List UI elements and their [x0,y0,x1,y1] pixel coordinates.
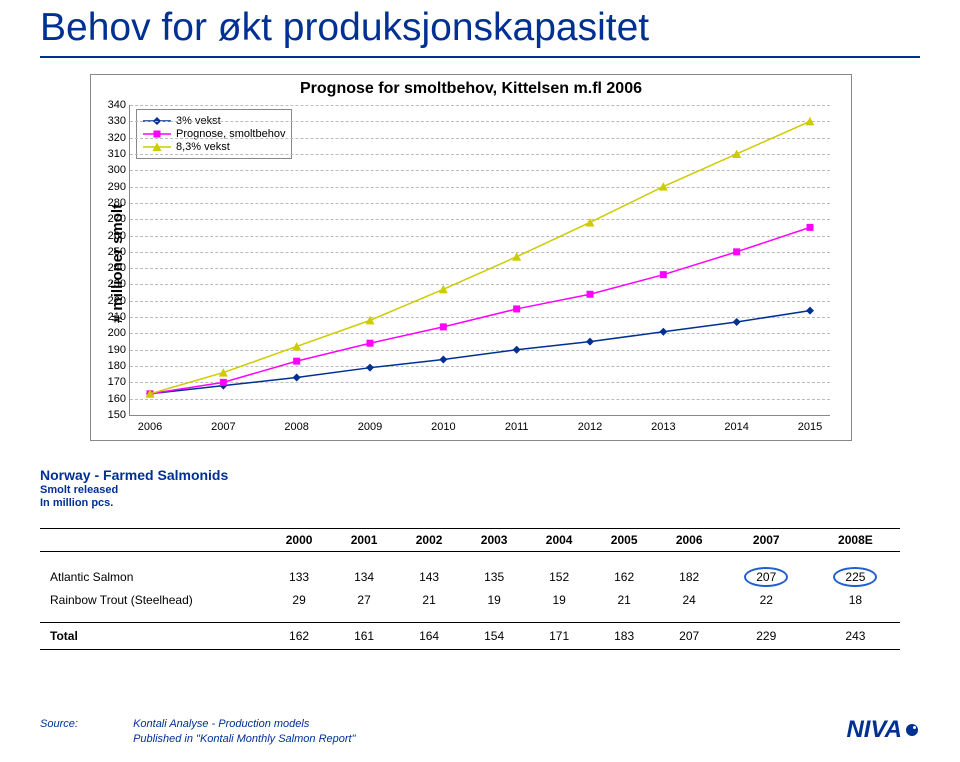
table-header-cell: 2008E [811,529,900,552]
table-header-cell: 2004 [527,529,592,552]
logo-text: NIVA [846,716,902,744]
x-tick: 2012 [578,421,602,433]
table-header-cell: 2007 [722,529,811,552]
x-tick: 2013 [651,421,675,433]
page-title: Behov for økt produksjonskapasitet [40,6,920,50]
x-tick: 2006 [138,421,162,433]
y-tick: 320 [100,132,126,144]
y-tick: 170 [100,376,126,388]
table-header-cell: 2005 [592,529,657,552]
table-section: Norway - Farmed Salmonids Smolt released… [40,467,920,650]
table-header-cell: 2001 [332,529,397,552]
niva-logo: NIVA [846,716,918,744]
table-total-row: Total162161164154171183207229243 [40,623,900,650]
data-table: 200020012002200320042005200620072008E Atl… [40,528,900,650]
source-line-2: Published in "Kontali Monthly Salmon Rep… [133,733,355,745]
table-header-cell [40,529,267,552]
x-tick: 2007 [211,421,235,433]
x-tick: 2015 [798,421,822,433]
source-note: Source: Kontali Analyse - Production mod… [40,717,356,746]
table-header-cell: 2000 [267,529,332,552]
y-tick: 330 [100,115,126,127]
x-tick: 2010 [431,421,455,433]
logo-dot-icon [906,724,918,736]
x-tick: 2009 [358,421,382,433]
table-header-cell: 2002 [397,529,462,552]
table-header-3: In million pcs. [40,497,920,510]
chart-plot-area: 3% vekstPrognose, smoltbehov8,3% vekst 1… [129,105,830,416]
source-label: Source: [40,717,130,731]
x-tick: 2011 [505,421,529,433]
x-tick: 2008 [284,421,308,433]
y-tick: 300 [100,164,126,176]
y-tick: 150 [100,409,126,421]
x-tick: 2014 [724,421,748,433]
chart-y-axis-label: # millioner smolt [109,204,126,323]
table-row: Atlantic Salmon1331341431351521621822072… [40,564,900,590]
chart-title: Prognose for smoltbehov, Kittelsen m.fl … [91,80,851,98]
y-tick: 290 [100,181,126,193]
table-header-1: Norway - Farmed Salmonids [40,467,920,484]
source-line-1: Kontali Analyse - Production models [133,718,309,730]
table-header-cell: 2003 [462,529,527,552]
chart-container: Prognose for smoltbehov, Kittelsen m.fl … [90,74,852,441]
y-tick: 200 [100,327,126,339]
y-tick: 340 [100,99,126,111]
table-row: Rainbow Trout (Steelhead)292721191921242… [40,590,900,610]
y-tick: 160 [100,393,126,405]
y-tick: 180 [100,360,126,372]
table-header-cell: 2006 [657,529,722,552]
y-tick: 190 [100,344,126,356]
y-tick: 310 [100,148,126,160]
title-underline [40,56,920,58]
table-header-2: Smolt released [40,484,920,497]
